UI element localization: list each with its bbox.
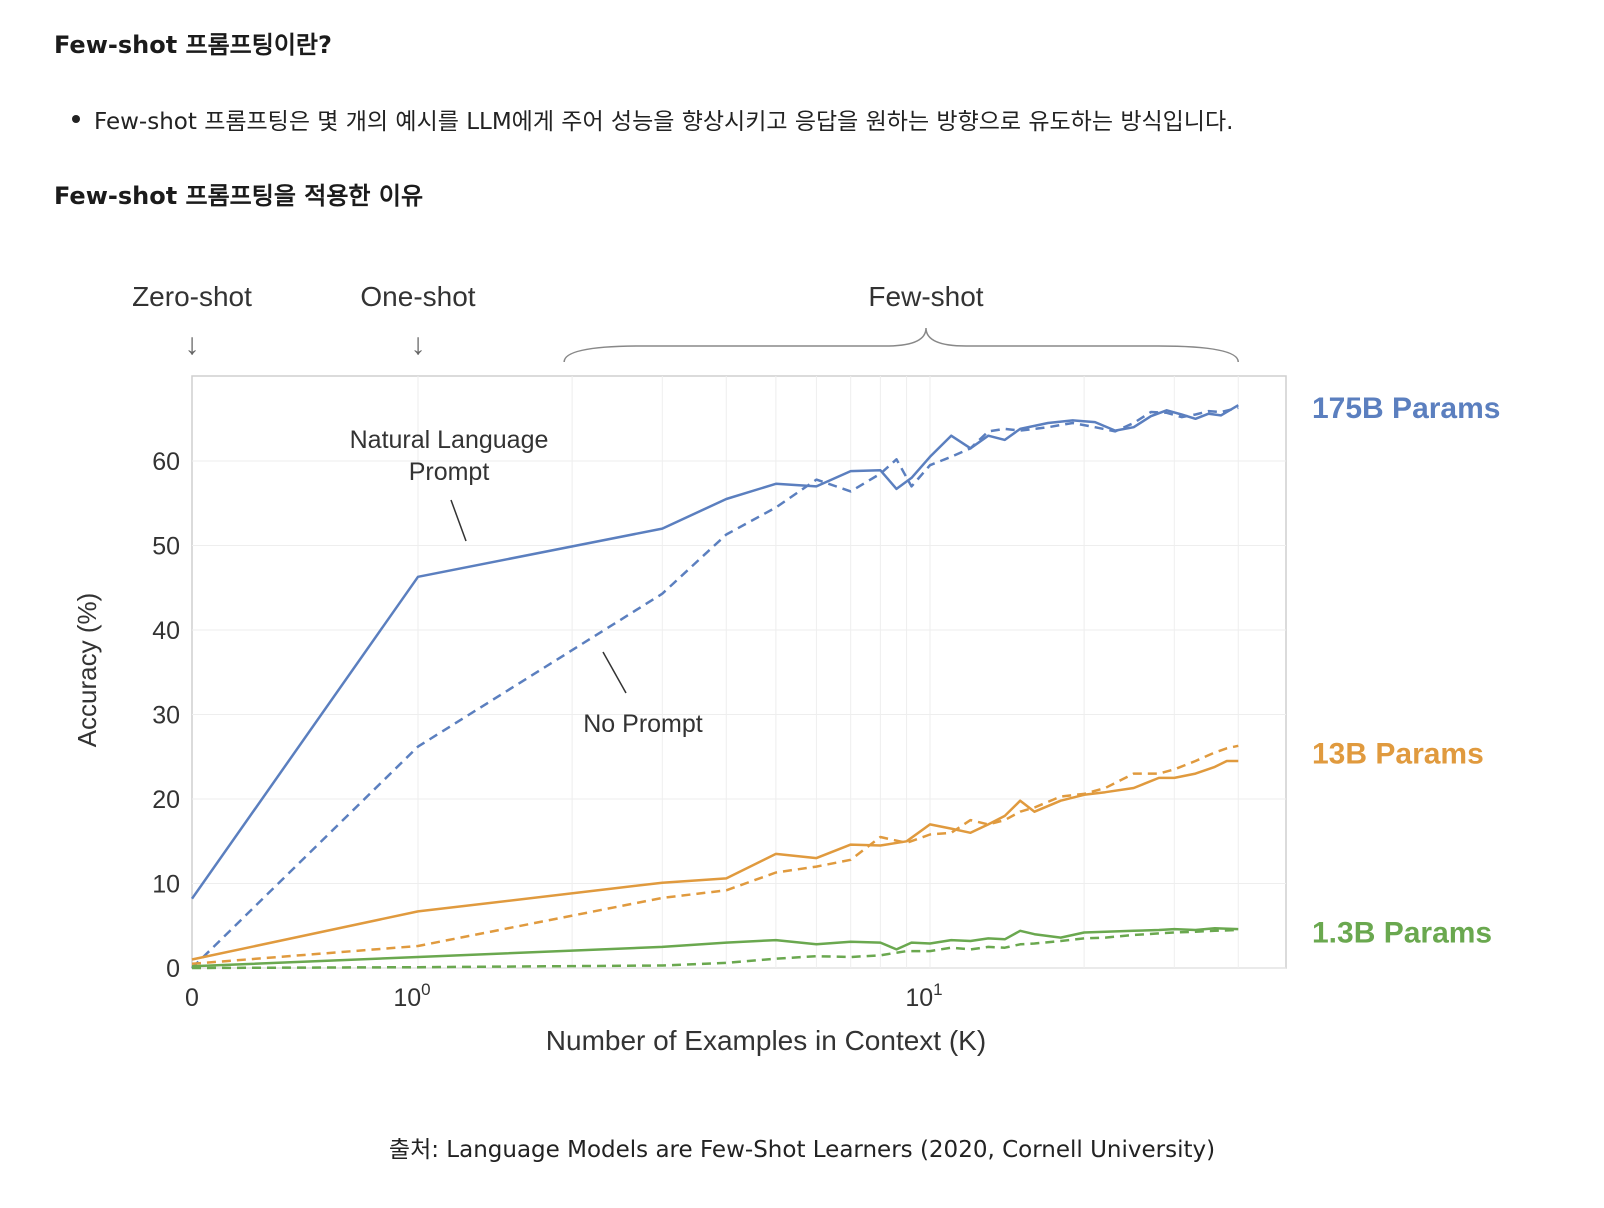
down-arrow-icon: ↓ [185,328,200,361]
y-tick-label: 40 [152,617,180,645]
down-arrow-icon: ↓ [411,328,426,361]
y-tick-label: 30 [152,702,180,730]
bullet-dot-icon [72,115,80,123]
y-tick-label: 10 [152,871,180,899]
few-shot-brace [563,327,1239,363]
plot-area [191,375,1287,969]
series-line-13b-params-natural [191,759,1239,961]
legend-label-175b-params: 175B Params [1312,392,1500,425]
bullet-text: Few-shot 프롬프팅은 몇 개의 예시를 LLM에게 주어 성능을 향상시… [94,109,1234,135]
series-line-175b-params-natural [190,404,1239,900]
annotation-natural-language: Natural Language [350,426,549,454]
heading-what-is-few-shot: Few-shot 프롬프팅이란? [54,31,332,59]
region-label-few-shot: Few-shot [868,281,983,312]
y-axis-label: Accuracy (%) [72,593,102,748]
series-line-1-3b-params-natural [191,927,1239,968]
figure-caption: 출처: Language Models are Few-Shot Learner… [388,1137,1216,1163]
y-tick-label: 20 [152,786,180,814]
series-line-13b-params-none [191,744,1239,966]
annotation-no-prompt: No Prompt [583,710,703,738]
x-tick-label: 0 [185,984,199,1012]
x-tick-label: 100 [393,980,430,1012]
legend-label-1-3b-params: 1.3B Params [1312,917,1492,950]
heading-why-few-shot: Few-shot 프롬프팅을 적용한 이유 [54,182,424,210]
region-label-one-shot: One-shot [360,281,475,312]
y-tick-label: 0 [166,955,180,983]
bullet-item: Few-shot 프롬프팅은 몇 개의 예시를 LLM에게 주어 성능을 향상시… [72,102,1233,136]
y-tick-label: 60 [152,448,180,476]
series-line-175b-params-none [191,406,1239,969]
y-tick-label: 50 [152,533,180,561]
series-line-1-3b-params-none [191,928,1239,970]
annotation-pointer [450,499,467,542]
annotation-pointer [602,651,627,694]
x-axis-label: Number of Examples in Context (K) [546,1025,986,1056]
accuracy-chart: 0 10 20 30 40 50 60 0 100 101 Number of Examples i… [72,281,1500,1056]
x-tick-label: 101 [905,980,942,1012]
region-label-zero-shot: Zero-shot [132,281,252,312]
legend-label-13b-params: 13B Params [1312,738,1484,771]
annotation-prompt: Prompt [409,458,490,486]
